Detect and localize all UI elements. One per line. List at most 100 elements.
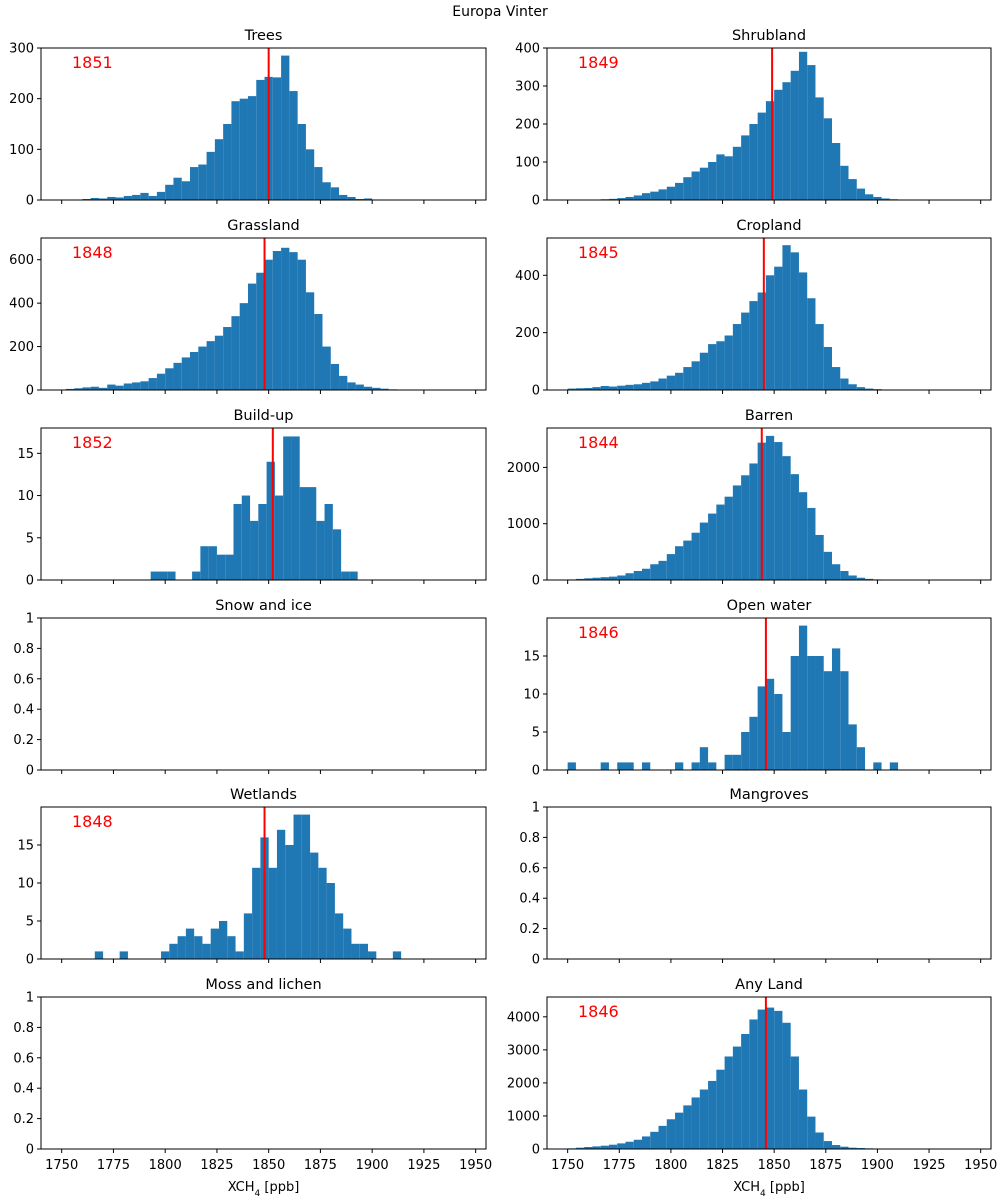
- x-tick-label: 1800: [654, 1158, 687, 1173]
- axes-frame: [546, 427, 992, 581]
- histogram-bar: [291, 436, 300, 580]
- histogram-bar: [774, 266, 783, 390]
- histogram-bar: [815, 97, 824, 200]
- histogram-bar: [699, 1089, 709, 1149]
- histogram-bar: [355, 198, 364, 200]
- histogram-bar: [247, 283, 257, 390]
- y-tick-label: 15: [523, 650, 540, 665]
- histogram-bar: [567, 762, 576, 770]
- histogram-bar: [840, 1146, 849, 1149]
- histogram-bar: [347, 382, 356, 390]
- histogram-bar: [123, 195, 133, 200]
- histogram-bar: [749, 716, 758, 770]
- histogram-bar: [156, 373, 166, 390]
- y-tick-label: 15: [17, 447, 34, 462]
- y-tick-label: 0.2: [13, 1112, 34, 1127]
- median-label: 1844: [578, 433, 619, 452]
- median-label: 1852: [72, 433, 113, 452]
- y-tick-label: 0: [532, 194, 540, 209]
- histogram-bar: [790, 474, 799, 580]
- histogram-bar: [119, 951, 128, 959]
- y-tick-label: 0: [26, 194, 34, 209]
- histogram-bar: [297, 124, 306, 200]
- histogram-bar: [840, 378, 849, 390]
- histogram-bar: [210, 928, 219, 959]
- histogram-bar: [225, 554, 234, 580]
- histogram-bar: [115, 197, 124, 200]
- x-axis-label: XCH4 [ppb]: [733, 1180, 805, 1199]
- histogram-bar: [815, 656, 824, 770]
- y-tick-label: 0.8: [519, 831, 540, 846]
- histogram-bar: [666, 554, 676, 580]
- histogram-bar: [732, 324, 742, 390]
- histogram-bar: [716, 1069, 725, 1149]
- histogram-bar: [881, 198, 890, 200]
- histogram-bar: [790, 1056, 799, 1149]
- histogram-bar: [691, 762, 700, 770]
- subplot-mangroves: Mangroves 0 0.2 0.4 0.6 0.8 1: [519, 787, 992, 968]
- histogram-bar: [148, 378, 157, 390]
- histogram-bar: [140, 381, 149, 390]
- histogram-bar: [708, 1080, 717, 1149]
- histogram-bar: [765, 678, 775, 770]
- subplot-title: Grassland: [227, 218, 300, 234]
- histogram-bar: [782, 456, 791, 580]
- histogram-bar: [757, 686, 766, 770]
- subplot-grid: Trees18510100200300Shrubland184901002003…: [9, 28, 997, 1199]
- histogram-bar: [848, 179, 857, 200]
- histogram-bar: [831, 367, 841, 390]
- histogram-bar: [807, 507, 816, 580]
- y-tick-label: 100: [9, 143, 34, 158]
- histogram-bar: [268, 867, 277, 959]
- histogram-bar: [666, 186, 676, 200]
- histogram-bar: [741, 475, 750, 580]
- y-tick-label: 5: [532, 726, 540, 741]
- histogram-bar: [848, 724, 857, 770]
- histogram-bar: [90, 386, 99, 390]
- histogram-bar: [815, 534, 824, 580]
- histogram-bar: [274, 495, 284, 580]
- histogram-bar: [281, 247, 290, 390]
- histogram-bar: [608, 1144, 618, 1149]
- histogram-bar: [625, 573, 634, 580]
- histogram-bar: [774, 1010, 783, 1149]
- histogram-bar: [633, 570, 642, 580]
- histogram-bar: [823, 671, 832, 770]
- histogram-bar: [741, 732, 750, 770]
- histogram-bar: [231, 101, 240, 200]
- y-tick-label: 1000: [507, 1109, 540, 1124]
- histogram-bar: [600, 762, 609, 770]
- axes-frame: [546, 237, 992, 391]
- histogram-bar: [347, 196, 356, 200]
- x-tick-label: 1925: [912, 1158, 945, 1173]
- histogram-bar: [741, 135, 750, 200]
- histogram-bar: [708, 344, 717, 390]
- histogram-bar: [716, 341, 725, 390]
- y-tick-label: 0: [532, 953, 540, 968]
- histogram-bar: [326, 883, 335, 959]
- histogram-bar: [798, 272, 808, 390]
- histogram-bar: [848, 575, 857, 580]
- histogram-bar: [308, 487, 317, 580]
- histogram-bar: [782, 1022, 791, 1149]
- histogram-bar: [266, 461, 275, 580]
- histogram-bar: [724, 1056, 733, 1149]
- x-tick-label: 1925: [407, 1158, 440, 1173]
- histogram-bar: [173, 362, 182, 390]
- subplot-title: Build-up: [233, 408, 293, 424]
- histogram-bar: [774, 89, 783, 200]
- x-tick-label: 1750: [45, 1158, 78, 1173]
- histogram-bar: [98, 387, 108, 390]
- histogram-bar: [840, 165, 849, 200]
- histogram-bar: [708, 513, 717, 580]
- y-tick-label: 300: [9, 42, 34, 57]
- histogram-bar: [584, 387, 593, 390]
- histogram-bar: [650, 564, 659, 580]
- histogram-bar: [169, 943, 178, 959]
- y-tick-label: 2000: [507, 1076, 540, 1091]
- histogram-bar: [123, 383, 133, 390]
- histogram-bar: [757, 292, 766, 390]
- histogram-bar: [200, 546, 209, 580]
- y-tick-label: 2000: [507, 461, 540, 476]
- histogram-bar: [208, 546, 217, 580]
